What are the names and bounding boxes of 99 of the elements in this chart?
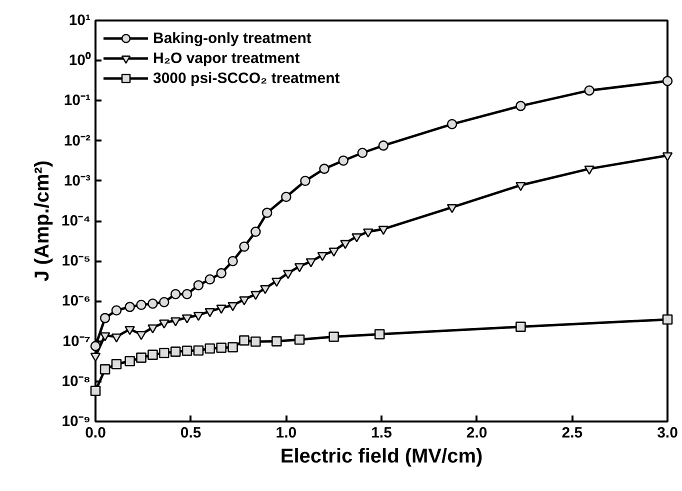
legend-label: H₂O vapor treatment (153, 50, 300, 66)
x-tick-label: 0.0 (85, 424, 106, 442)
point (158, 296, 170, 308)
point (378, 226, 389, 235)
x-tick-label: 2.5 (562, 424, 583, 442)
point (250, 336, 261, 347)
y-tick-label: 10⁻¹ (64, 92, 91, 110)
point (306, 258, 316, 268)
point (271, 278, 282, 287)
point (148, 324, 158, 334)
point (319, 164, 330, 174)
point (170, 346, 181, 357)
point (100, 312, 110, 324)
point (182, 346, 192, 356)
point (271, 336, 282, 346)
point (516, 100, 526, 112)
legend-label: Baking-only treatment (153, 30, 312, 46)
x-axis-title: Electric field (MV/cm) (280, 446, 483, 468)
point (584, 85, 594, 96)
point (228, 302, 238, 312)
y-tick-label: 10⁻⁸ (62, 372, 91, 390)
point (239, 241, 250, 252)
point (182, 289, 192, 300)
point (158, 348, 170, 358)
point (111, 358, 122, 370)
x-tick-label: 3.0 (657, 424, 678, 442)
point (170, 289, 181, 300)
point (516, 182, 526, 192)
point (239, 296, 250, 306)
point (136, 330, 146, 340)
point (262, 208, 272, 218)
x-tick-label: 1.5 (371, 424, 392, 442)
point (228, 342, 238, 352)
point (182, 314, 192, 324)
point (340, 240, 350, 250)
point (662, 76, 673, 86)
point (124, 356, 135, 366)
point (378, 140, 389, 151)
x-tick-label: 2.0 (466, 424, 488, 442)
point (328, 248, 339, 257)
point (294, 263, 305, 272)
y-tick-label: 10⁻³ (64, 172, 91, 190)
point (300, 176, 310, 186)
y-tick-label: 10⁻⁷ (62, 332, 90, 350)
point (338, 156, 349, 166)
point (363, 228, 374, 238)
y-tick-label: 10⁻⁵ (62, 252, 91, 270)
y-tick-label: 10⁻⁴ (61, 212, 91, 230)
point (317, 252, 328, 262)
point (170, 317, 181, 326)
y-tick-label: 10⁻⁶ (62, 292, 90, 310)
point (158, 320, 170, 329)
y-tick-label: 10¹ (68, 12, 91, 29)
point (516, 322, 526, 332)
point (281, 192, 292, 202)
point (357, 148, 368, 158)
point (328, 332, 339, 342)
point (193, 345, 204, 356)
y-tick-label: 10⁰ (68, 51, 92, 70)
point (148, 350, 158, 360)
y-tick-label: 10⁻² (64, 132, 91, 150)
point (228, 256, 238, 266)
y-axis-title: J (Amp./cm²) (31, 160, 54, 282)
point (216, 342, 226, 353)
point (100, 332, 110, 342)
point (148, 298, 158, 309)
point (136, 352, 146, 363)
point (250, 226, 261, 237)
point (584, 166, 594, 175)
point (193, 280, 204, 290)
point (250, 290, 261, 300)
point (124, 302, 135, 312)
point (374, 329, 385, 340)
point (124, 326, 135, 336)
point (204, 343, 216, 354)
point (282, 270, 294, 280)
point (294, 334, 305, 345)
point (446, 119, 458, 130)
point (239, 335, 250, 346)
point (446, 204, 458, 214)
point (136, 300, 146, 310)
point (662, 152, 673, 162)
point (90, 340, 101, 352)
point (193, 312, 204, 321)
point (352, 233, 362, 242)
legend-label: 3000 psi-SCCO₂ treatment (153, 70, 340, 86)
point (662, 314, 673, 325)
x-tick-label: 1.0 (276, 424, 297, 442)
point (111, 305, 122, 316)
point (260, 285, 270, 294)
point (100, 364, 110, 374)
point (216, 268, 226, 278)
point (216, 304, 226, 314)
point (111, 333, 122, 343)
point (204, 308, 216, 318)
x-tick-label: 0.5 (180, 424, 202, 442)
point (90, 352, 101, 362)
point (90, 386, 101, 396)
point (204, 274, 216, 285)
